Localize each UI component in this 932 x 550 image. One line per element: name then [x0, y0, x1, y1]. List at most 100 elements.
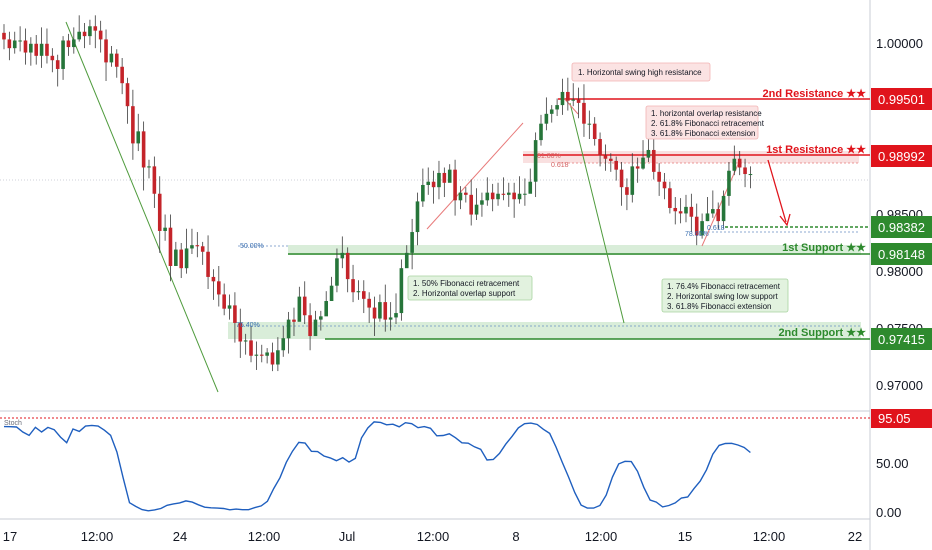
price-tick-1: 1.00000 — [876, 36, 923, 51]
candle-body — [2, 32, 6, 40]
candle — [716, 202, 721, 229]
candle-body — [50, 55, 55, 61]
candle-body — [292, 319, 296, 322]
candle — [549, 105, 554, 123]
candle — [560, 78, 565, 115]
candle — [705, 197, 710, 222]
callout-4[interactable]: 1. 76.4% Fibonacci retracement 2. Horizo… — [661, 278, 789, 313]
candle — [727, 162, 731, 206]
candle-body — [93, 26, 98, 31]
candle-body — [388, 317, 393, 320]
candle-body — [453, 169, 457, 201]
candle — [598, 132, 602, 167]
candle-body — [673, 207, 678, 212]
candle — [238, 308, 243, 358]
candle-body — [727, 170, 731, 196]
candle-body — [238, 322, 243, 342]
candle — [29, 37, 33, 66]
candle-body — [77, 31, 81, 40]
candle — [673, 197, 678, 225]
price-tag-resistance-1[interactable]: 0.98992 — [871, 145, 932, 167]
candle — [211, 269, 216, 300]
price-tag-support-1[interactable]: 0.98148 — [871, 243, 932, 265]
candle-body — [426, 181, 431, 185]
candle — [501, 177, 506, 201]
price-tag-resistance-2-text: 0.99501 — [878, 92, 925, 107]
candle-body — [114, 53, 119, 67]
candle-body — [104, 39, 108, 63]
level-lines — [0, 98, 870, 419]
candle-body — [302, 296, 307, 316]
candle — [641, 140, 645, 170]
candle — [50, 48, 55, 73]
candle-body — [501, 193, 506, 195]
candle — [694, 203, 699, 246]
candle — [555, 98, 559, 117]
candle-body — [523, 193, 527, 195]
candle — [319, 310, 323, 331]
candle-body — [732, 158, 737, 171]
rally-line — [701, 159, 741, 247]
candle — [206, 235, 210, 289]
candle — [276, 337, 280, 372]
candle — [592, 117, 597, 146]
time-tick-7: 8 — [512, 529, 519, 544]
candle — [88, 19, 92, 45]
candle-body — [447, 169, 452, 183]
candle-body — [335, 258, 339, 286]
candle — [469, 179, 473, 226]
candle — [404, 245, 409, 269]
time-tick-4: 12:00 — [248, 529, 281, 544]
price-tag-support-2[interactable]: 0.97415 — [871, 328, 932, 350]
downtrend-line — [65, 21, 219, 393]
candle-body — [694, 216, 699, 236]
time-axis[interactable]: 17 12:00 24 12:00 Jul 12:00 8 12:00 15 1… — [3, 529, 862, 544]
fib-label-618-b: 0.618 — [551, 162, 569, 169]
candle — [125, 77, 130, 124]
candle-body — [206, 251, 210, 277]
candle — [394, 293, 398, 324]
candle — [614, 156, 618, 181]
candle-body — [410, 232, 414, 253]
candle-body — [705, 213, 710, 222]
callout-1[interactable]: 1. Horizontal swing high resistance — [571, 62, 711, 82]
resistance-2-label: 2nd Resistance ★★ — [763, 88, 867, 100]
candle — [168, 214, 173, 282]
candle-body — [351, 279, 355, 293]
candle — [77, 15, 81, 42]
price-tag-resistance-2[interactable]: 0.99501 — [871, 88, 932, 110]
candle — [587, 110, 592, 140]
price-tag-pivot[interactable]: 0.98382 — [871, 216, 932, 238]
candle — [114, 49, 119, 78]
candle-body — [61, 40, 65, 69]
candle-body — [7, 39, 12, 49]
candle — [190, 228, 194, 254]
candle — [668, 181, 672, 214]
time-tick-3: 24 — [173, 529, 187, 544]
uptrend-line — [426, 122, 524, 230]
candle — [490, 183, 495, 212]
candle-body — [372, 307, 377, 319]
drawing-lines — [65, 21, 791, 393]
callout-2[interactable]: 1. horizontal overlap resistance 2. 61.8… — [645, 105, 765, 140]
callout-3[interactable]: 1. 50% Fibonacci retracement 2. Horizont… — [407, 275, 533, 301]
candle — [157, 176, 162, 253]
support-zone-2 — [228, 322, 861, 339]
candle-body — [641, 157, 645, 169]
candle — [426, 167, 431, 195]
candle-body — [533, 140, 538, 182]
candle — [217, 265, 221, 307]
candle — [464, 187, 468, 203]
candle-body — [308, 315, 312, 337]
time-tick-10: 12:00 — [753, 529, 786, 544]
candle-body — [614, 160, 618, 170]
candle-body — [700, 221, 704, 236]
candle — [259, 344, 264, 363]
candle-body — [356, 291, 361, 293]
candle — [147, 159, 151, 179]
time-tick-6: 12:00 — [417, 529, 450, 544]
callout-3-line-1: 1. 50% Fibonacci retracement — [413, 279, 520, 288]
candle — [684, 194, 688, 223]
price-tag-stoch[interactable]: 95.05 — [871, 409, 932, 428]
